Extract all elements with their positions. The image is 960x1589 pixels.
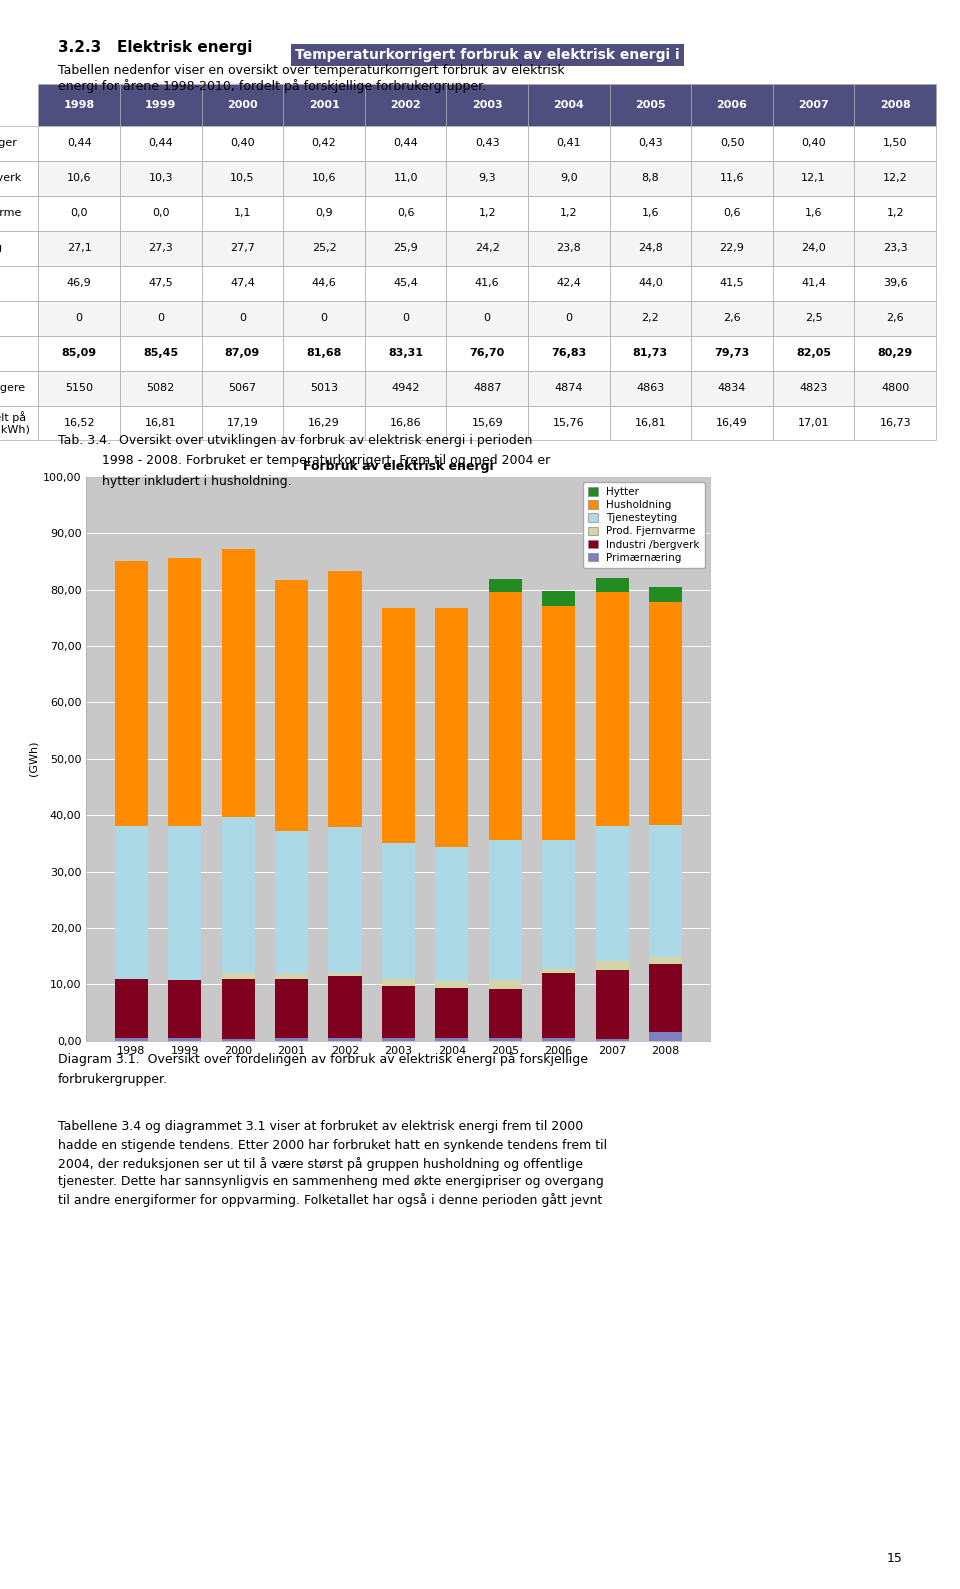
Title: Forbruk av elektrisk energi: Forbruk av elektrisk energi xyxy=(303,459,493,474)
Bar xyxy=(489,841,522,980)
Bar xyxy=(382,1038,415,1041)
Bar xyxy=(115,1038,148,1041)
Bar xyxy=(275,974,308,979)
Bar xyxy=(542,969,575,972)
Bar xyxy=(542,591,575,605)
Bar xyxy=(382,985,415,1038)
Bar xyxy=(649,825,682,957)
Bar xyxy=(328,972,362,976)
Text: forbrukergrupper.: forbrukergrupper. xyxy=(58,1073,168,1085)
Bar xyxy=(382,979,415,985)
Bar xyxy=(542,972,575,1038)
Bar xyxy=(489,1038,522,1041)
Bar xyxy=(275,979,308,1039)
Text: 1998 - 2008. Forbruket er temperaturkorrigert. Frem til og med 2004 er: 1998 - 2008. Forbruket er temperaturkorr… xyxy=(58,454,550,467)
Bar xyxy=(649,588,682,602)
Text: Diagram 3.1.  Oversikt over fordelingen av forbruk av elektrisk energi på forskj: Diagram 3.1. Oversikt over fordelingen a… xyxy=(58,1052,588,1066)
Bar xyxy=(382,842,415,979)
Text: Tabellene 3.4 og diagrammet 3.1 viser at forbruket av elektrisk energi frem til : Tabellene 3.4 og diagrammet 3.1 viser at… xyxy=(58,1120,583,1133)
Text: hadde en stigende tendens. Etter 2000 har forbruket hatt en synkende tendens fre: hadde en stigende tendens. Etter 2000 ha… xyxy=(58,1138,607,1152)
Bar xyxy=(542,1038,575,1041)
Bar xyxy=(595,1039,629,1041)
Bar xyxy=(328,826,362,972)
Bar xyxy=(435,607,468,847)
Bar xyxy=(649,963,682,1033)
Bar xyxy=(649,1033,682,1041)
Bar xyxy=(542,841,575,969)
Bar xyxy=(222,972,254,979)
Text: energi for årene 1998-2010, fordelt på forskjellige forbrukergrupper.: energi for årene 1998-2010, fordelt på f… xyxy=(58,79,486,94)
Text: Tab. 3.4.  Oversikt over utviklingen av forbruk av elektrisk energi i perioden: Tab. 3.4. Oversikt over utviklingen av f… xyxy=(58,434,532,447)
Legend: Hytter, Husholdning, Tjenesteyting, Prod. Fjernvarme, Industri /bergverk, Primær: Hytter, Husholdning, Tjenesteyting, Prod… xyxy=(583,481,706,567)
Text: hytter inkludert i husholdning.: hytter inkludert i husholdning. xyxy=(58,475,291,488)
Bar xyxy=(435,1039,468,1041)
Bar xyxy=(222,550,254,817)
Bar xyxy=(595,578,629,593)
Text: Saltdal kommune (GWh): Saltdal kommune (GWh) xyxy=(392,70,583,84)
Bar xyxy=(168,980,202,1038)
Bar xyxy=(275,580,308,831)
Bar xyxy=(222,1039,254,1041)
Bar xyxy=(222,817,254,972)
Bar xyxy=(275,831,308,974)
Bar xyxy=(275,1039,308,1041)
Bar xyxy=(328,570,362,826)
Bar xyxy=(489,980,522,988)
Bar xyxy=(489,591,522,841)
Text: 2004, der reduksjonen ser ut til å være størst på gruppen husholdning og offentl: 2004, der reduksjonen ser ut til å være … xyxy=(58,1157,583,1171)
Bar xyxy=(489,580,522,591)
Text: Temperaturkorrigert forbruk av elektrisk energi i: Temperaturkorrigert forbruk av elektrisk… xyxy=(295,48,680,62)
Bar xyxy=(435,980,468,988)
Bar xyxy=(435,988,468,1039)
Bar xyxy=(382,609,415,842)
Bar xyxy=(168,826,202,980)
Bar xyxy=(115,561,148,826)
Y-axis label: (GWh): (GWh) xyxy=(29,740,38,777)
Bar xyxy=(115,979,148,1038)
Text: 15: 15 xyxy=(886,1552,902,1565)
Text: til andre energiformer for oppvarming. Folketallet har også i denne perioden gåt: til andre energiformer for oppvarming. F… xyxy=(58,1193,602,1208)
Bar xyxy=(595,826,629,961)
Bar xyxy=(649,957,682,963)
Bar xyxy=(168,558,202,826)
Text: Tabellen nedenfor viser en oversikt over temperaturkorrigert forbruk av elektris: Tabellen nedenfor viser en oversikt over… xyxy=(58,64,564,76)
Bar xyxy=(168,1038,202,1041)
Bar xyxy=(115,826,148,979)
Bar xyxy=(328,976,362,1038)
Bar xyxy=(222,979,254,1039)
Bar xyxy=(595,593,629,826)
Bar xyxy=(649,602,682,825)
Bar xyxy=(489,988,522,1038)
Bar xyxy=(542,605,575,841)
Text: 3.2.3   Elektrisk energi: 3.2.3 Elektrisk energi xyxy=(58,40,252,54)
Bar xyxy=(328,1038,362,1041)
Bar xyxy=(595,971,629,1039)
Bar xyxy=(435,847,468,980)
Bar xyxy=(595,961,629,971)
Text: tjenester. Dette har sannsynligvis en sammenheng med økte energipriser og overga: tjenester. Dette har sannsynligvis en sa… xyxy=(58,1176,603,1189)
